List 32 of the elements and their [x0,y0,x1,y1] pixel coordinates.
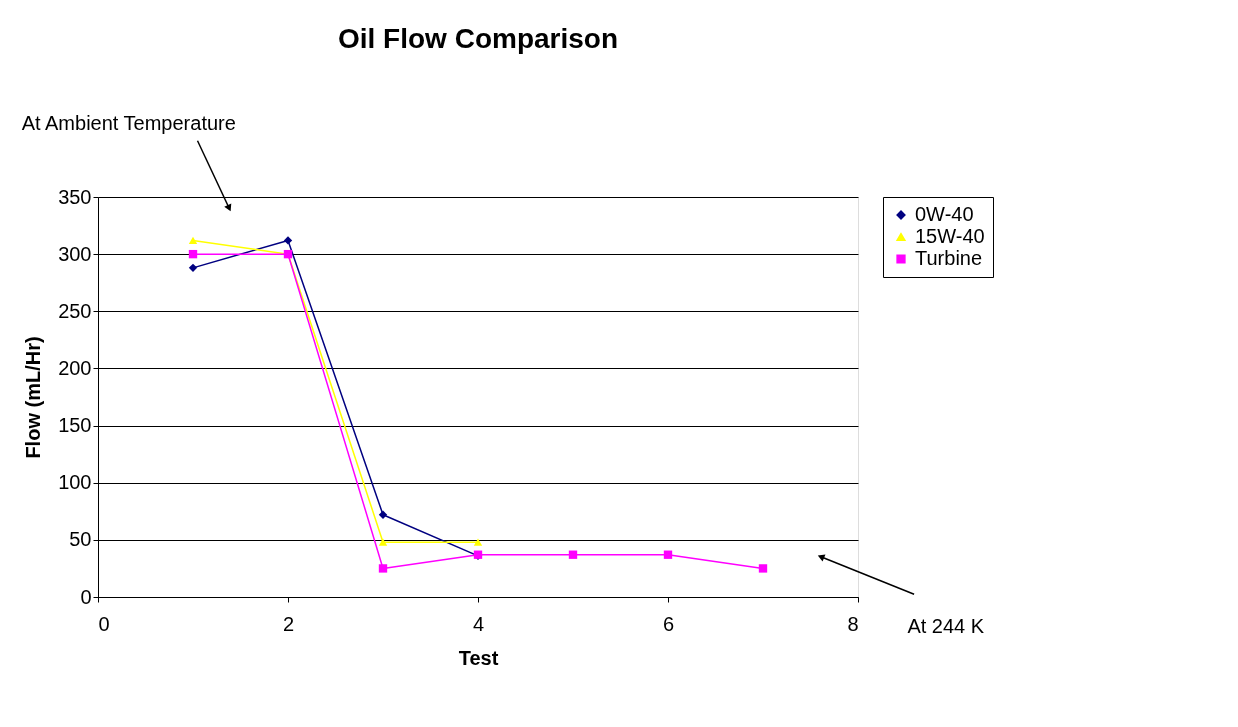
y-tick-label: 0 [80,585,92,608]
chart-title: Oil Flow Comparison [337,22,619,54]
x-tick-label: 6 [662,612,675,635]
text: At 244 K [907,614,985,637]
point [663,550,673,559]
point [378,564,388,573]
point [758,564,768,573]
point [568,550,578,559]
point [378,510,388,519]
y-tick-label: 250 [58,299,92,322]
point [283,236,293,245]
legend-label: 15W-40 [915,225,985,247]
y-tick-label: 350 [58,185,92,208]
y-axis-title: Flow (mL/Hr) [22,336,45,459]
legend-label: Turbine [915,247,983,269]
legend-label: 0W-40 [915,203,974,225]
y-tick-label: 200 [58,356,92,379]
point [188,249,198,259]
point [188,236,198,245]
y-tick-label: 50 [69,528,92,551]
point [473,538,483,546]
x-tick-label: 4 [472,612,485,635]
x-tick-label: 2 [282,612,295,635]
x-axis-title: Test [458,646,499,669]
y-tick-label: 300 [58,242,92,265]
point [378,538,388,546]
y-tick-label: 100 [58,471,92,494]
point [188,263,198,273]
y-tick-label: 150 [58,414,92,437]
text: At Ambient Temperature [21,111,236,134]
x-tick-label: 8 [847,612,859,635]
x-tick-label: 0 [98,612,110,635]
